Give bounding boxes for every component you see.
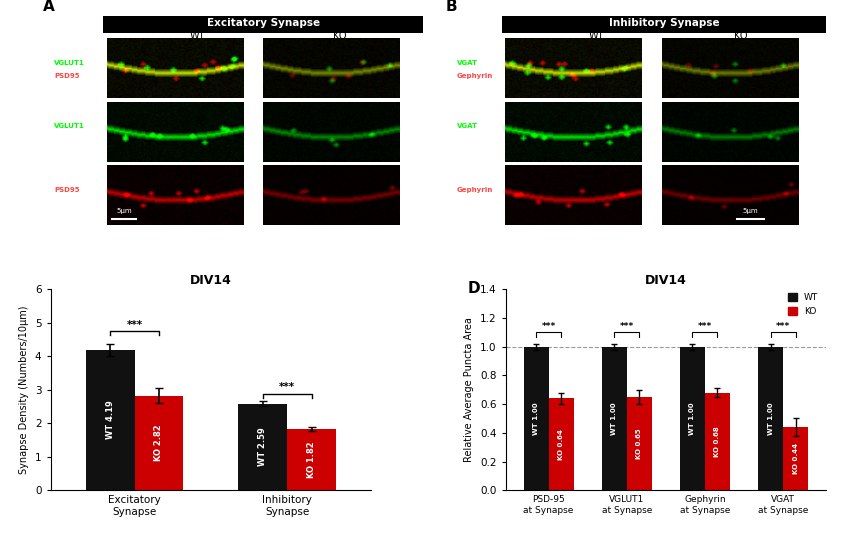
Text: WT 4.19: WT 4.19	[105, 401, 115, 440]
Text: ***: ***	[126, 320, 142, 330]
Bar	[239, 403, 287, 490]
Text: VGLUT1: VGLUT1	[54, 60, 85, 66]
Text: WT 2.59: WT 2.59	[258, 427, 267, 466]
Y-axis label: Synapse Density (Numbers/10μm): Synapse Density (Numbers/10μm)	[19, 305, 30, 474]
Text: KO 0.64: KO 0.64	[558, 429, 564, 460]
Text: VGAT: VGAT	[457, 60, 478, 66]
Bar	[783, 427, 808, 490]
Title: DIV14: DIV14	[645, 273, 687, 287]
Text: B: B	[446, 0, 458, 14]
Bar	[524, 346, 549, 490]
Text: Gephyrin: Gephyrin	[457, 72, 493, 79]
Text: KO 0.44: KO 0.44	[792, 443, 798, 474]
Bar	[549, 398, 574, 490]
Text: VGAT: VGAT	[457, 123, 478, 130]
Text: ***: ***	[279, 383, 295, 392]
Bar	[680, 346, 705, 490]
Bar	[705, 393, 730, 490]
Text: VGLUT1: VGLUT1	[54, 123, 85, 130]
Text: ***: ***	[541, 322, 556, 331]
Text: KO 1.82: KO 1.82	[307, 441, 316, 478]
Bar	[287, 429, 336, 490]
Y-axis label: Relative Average Puncta Area: Relative Average Puncta Area	[464, 317, 475, 462]
Text: A: A	[43, 0, 55, 14]
Text: PSD95: PSD95	[54, 187, 80, 193]
Text: ***: ***	[776, 322, 790, 331]
Text: WT 1.00: WT 1.00	[768, 402, 774, 435]
Text: ***: ***	[620, 322, 634, 331]
Text: KO 2.82: KO 2.82	[154, 425, 164, 462]
Text: KO 0.65: KO 0.65	[636, 429, 642, 459]
Text: D: D	[467, 281, 480, 296]
Text: WT 1.00: WT 1.00	[611, 402, 617, 435]
Text: KO: KO	[333, 31, 346, 41]
Text: Excitatory Synapse: Excitatory Synapse	[207, 18, 319, 28]
Bar	[627, 397, 652, 490]
Legend: WT, KO: WT, KO	[784, 289, 822, 320]
Bar	[602, 346, 627, 490]
Text: WT 1.00: WT 1.00	[690, 402, 695, 435]
Text: WT: WT	[191, 31, 206, 41]
Text: ***: ***	[698, 322, 712, 331]
Text: Inhibitory Synapse: Inhibitory Synapse	[609, 18, 719, 28]
Text: KO 0.68: KO 0.68	[715, 426, 721, 457]
Bar	[86, 350, 135, 490]
Bar	[135, 396, 183, 490]
Text: PSD95: PSD95	[54, 72, 80, 79]
Title: DIV14: DIV14	[190, 273, 232, 287]
Bar	[758, 346, 783, 490]
Bar	[103, 14, 423, 33]
Text: WT 1.00: WT 1.00	[533, 402, 540, 435]
Text: Gephyrin: Gephyrin	[457, 187, 493, 193]
Text: WT: WT	[589, 31, 604, 41]
Bar	[502, 14, 826, 33]
Text: KO: KO	[733, 31, 747, 41]
